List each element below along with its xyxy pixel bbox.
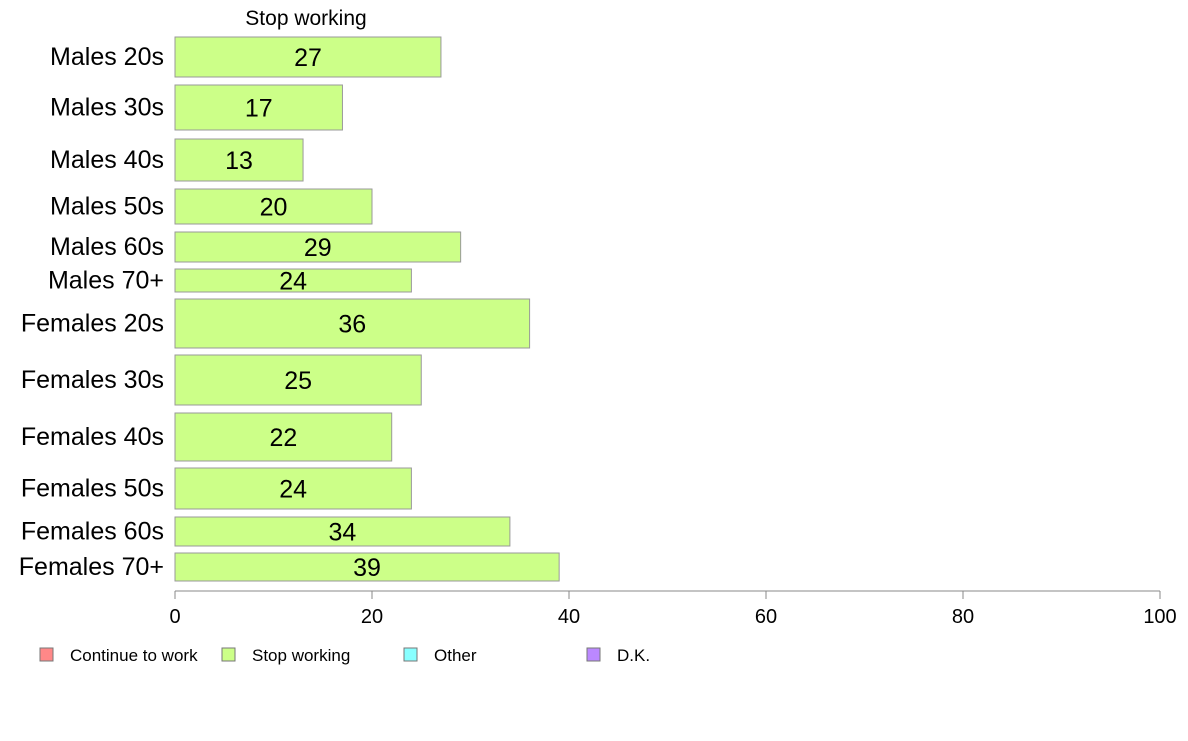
bar-value-label: 27 — [294, 44, 322, 72]
x-tick-label: 0 — [169, 606, 180, 628]
x-tick-label: 60 — [755, 606, 777, 628]
chart-title: Stop working — [245, 7, 366, 30]
x-tick-label: 100 — [1143, 606, 1176, 628]
bar-value-label: 24 — [279, 476, 307, 504]
category-label: Males 60s — [50, 233, 164, 261]
category-label: Males 30s — [50, 94, 164, 122]
legend-label: Continue to work — [70, 646, 198, 665]
bar-value-label: 20 — [260, 194, 288, 222]
x-axis: 0 20 40 60 80 100 — [169, 591, 1176, 628]
bar-value-label: 13 — [225, 147, 253, 175]
category-label: Males 20s — [50, 43, 164, 71]
bar-value-label: 36 — [338, 311, 366, 339]
bar-value-label: 17 — [245, 95, 273, 123]
bar-value-label: 29 — [304, 234, 332, 262]
bar-value-label: 39 — [353, 554, 381, 582]
bar-value-label: 24 — [279, 268, 307, 296]
legend-label: Other — [434, 646, 477, 665]
legend-swatch — [404, 648, 417, 661]
legend-swatch — [222, 648, 235, 661]
category-label: Females 40s — [21, 423, 164, 451]
bar-value-label: 22 — [269, 424, 297, 452]
x-tick-label: 80 — [952, 606, 974, 628]
bar-value-label: 25 — [284, 367, 312, 395]
category-label: Females 20s — [21, 310, 164, 338]
category-label: Females 60s — [21, 518, 164, 546]
legend-label: D.K. — [617, 646, 650, 665]
legend-swatch — [40, 648, 53, 661]
category-label: Females 50s — [21, 475, 164, 503]
bar-value-label: 34 — [329, 519, 357, 547]
category-label: Males 70+ — [48, 267, 164, 295]
category-label: Males 50s — [50, 193, 164, 221]
category-label: Females 70+ — [19, 553, 164, 581]
category-label: Males 40s — [50, 146, 164, 174]
legend-swatch — [587, 648, 600, 661]
bars-group: Males 20s 27 Males 30s 17 Males 40s 13 Males 5… — [19, 37, 559, 582]
x-tick-label: 40 — [558, 606, 580, 628]
category-label: Females 30s — [21, 366, 164, 394]
legend-label: Stop working — [252, 646, 350, 665]
x-tick-label: 20 — [361, 606, 383, 628]
legend: Continue to work Stop working Other D.K. — [40, 646, 650, 665]
